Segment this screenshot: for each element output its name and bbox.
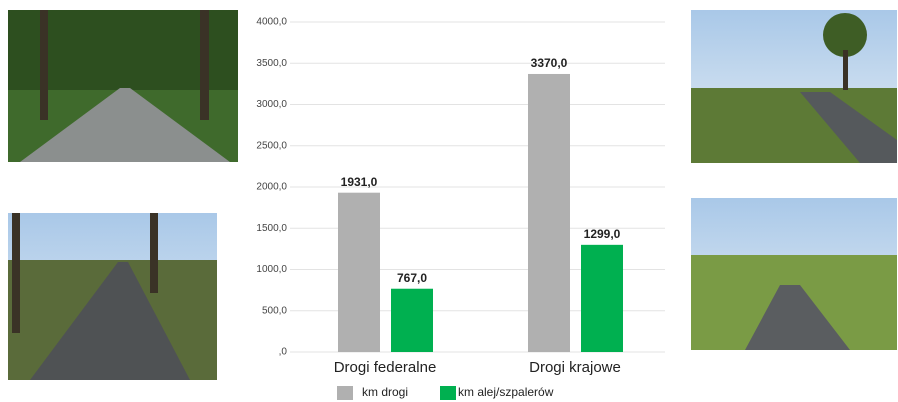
photo	[691, 10, 897, 163]
y-tick-label: 4000,0	[256, 17, 287, 28]
y-tick-label: ,0	[279, 347, 288, 358]
y-tick-label: 1500,0	[256, 223, 287, 234]
y-tick-label: 500,0	[262, 305, 287, 316]
legend-swatch	[337, 386, 353, 400]
legend-swatch	[440, 386, 456, 400]
y-tick-label: 3500,0	[256, 58, 287, 69]
x-tick-label: Drogi federalne	[334, 359, 437, 376]
bar	[528, 73, 570, 352]
chart: ,0 500,0 1000,0 1500,0 2000,0 2500,0 3000,0 350…	[256, 17, 665, 400]
data-label: 767,0	[397, 271, 427, 285]
y-tick-label: 3000,0	[256, 99, 287, 110]
data-label: 3370,0	[531, 56, 568, 70]
bar	[391, 288, 433, 352]
y-tick-label: 2500,0	[256, 140, 287, 151]
bar	[581, 244, 623, 352]
x-tick-label: Drogi krajowe	[529, 359, 621, 376]
bar	[338, 192, 380, 352]
y-tick-label: 2000,0	[256, 182, 287, 193]
legend-label: km alej/szpalerów	[458, 385, 554, 399]
data-label: 1931,0	[341, 175, 378, 189]
legend-label: km drogi	[362, 385, 408, 399]
photo	[8, 10, 238, 162]
photo	[8, 213, 217, 380]
photo	[691, 198, 897, 350]
data-label: 1299,0	[584, 227, 621, 241]
y-tick-label: 1000,0	[256, 264, 287, 275]
